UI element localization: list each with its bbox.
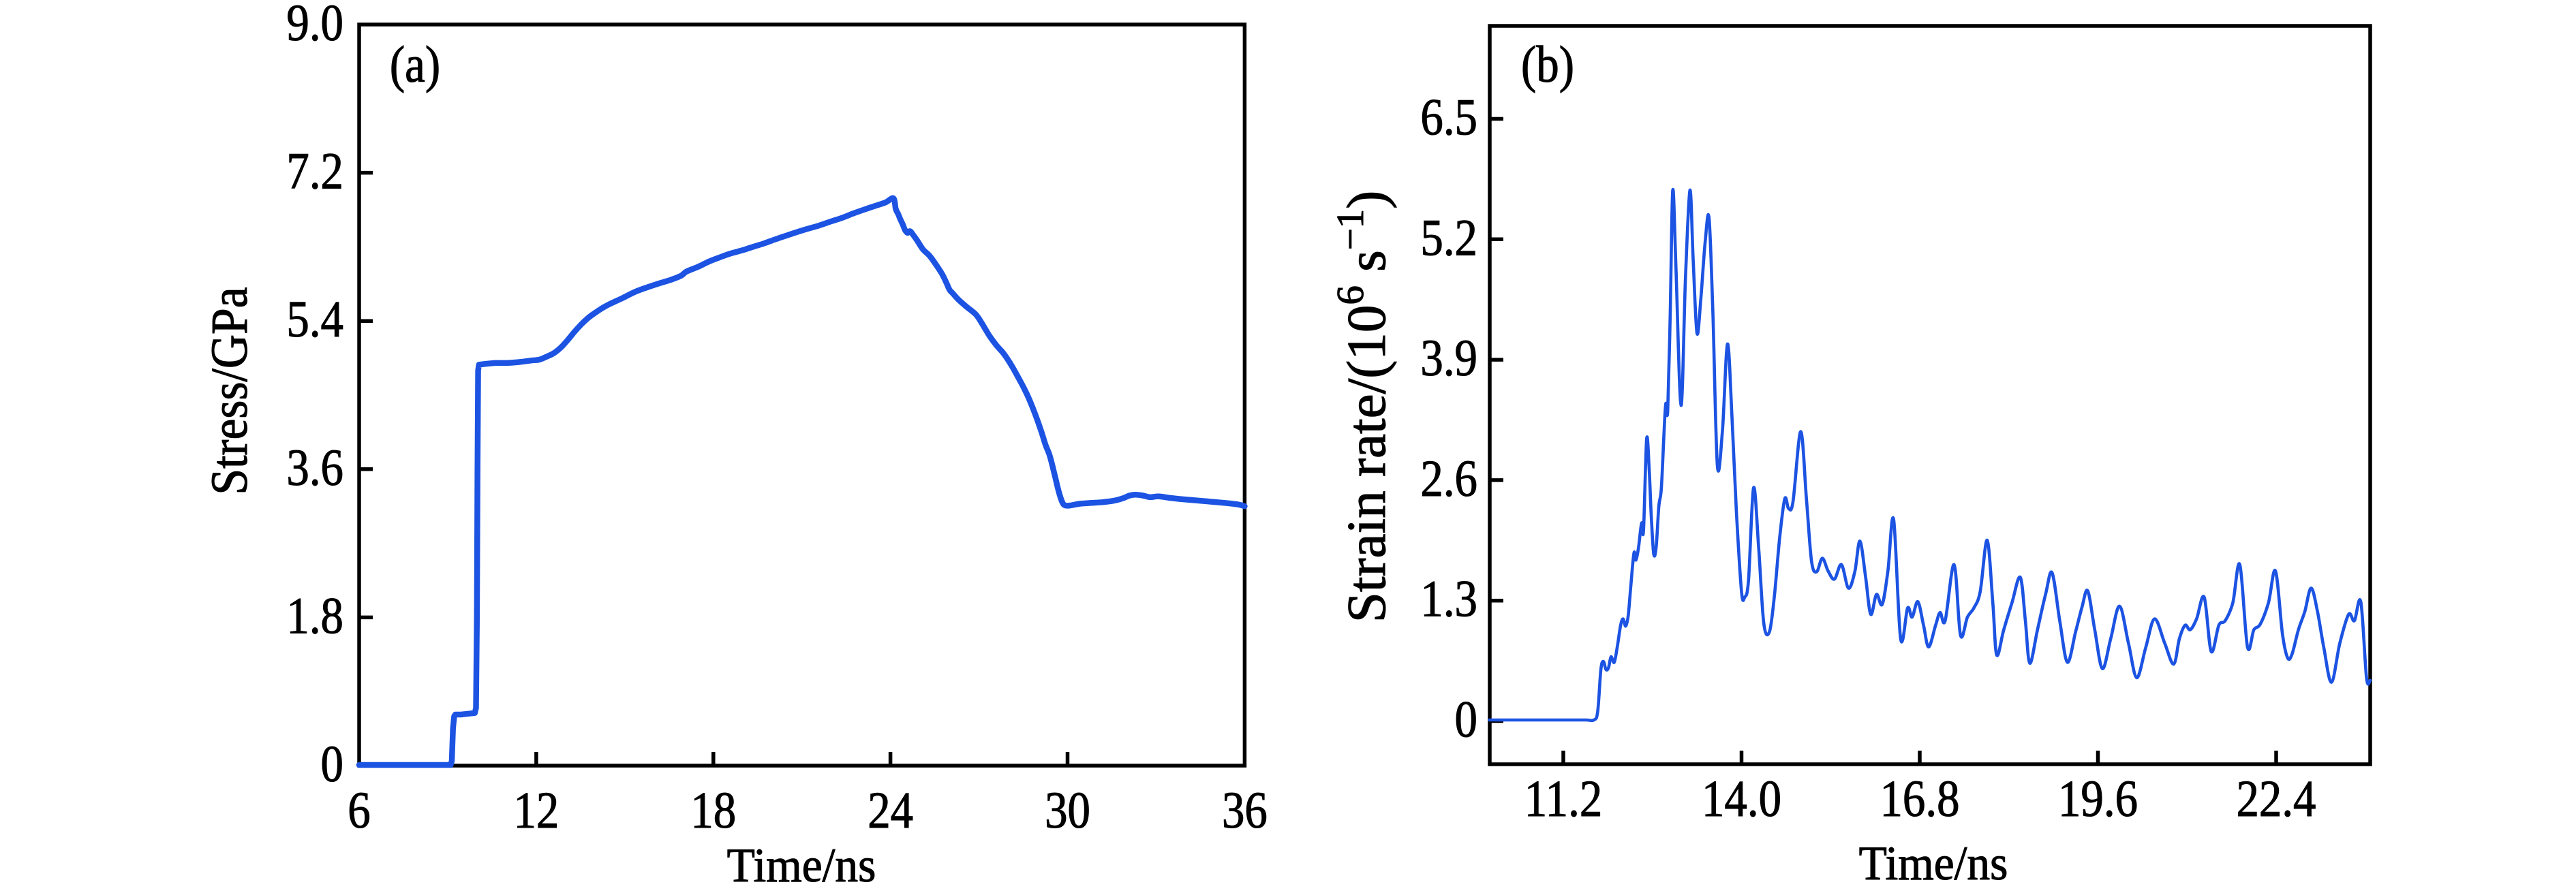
svg-text:18: 18 — [690, 782, 736, 839]
svg-text:6.5: 6.5 — [1420, 89, 1477, 146]
svg-text:7.2: 7.2 — [286, 143, 343, 200]
svg-text:11.2: 11.2 — [1524, 770, 1603, 828]
svg-text:14.0: 14.0 — [1702, 770, 1781, 828]
svg-text:5.4: 5.4 — [286, 291, 343, 348]
svg-text:2.6: 2.6 — [1420, 450, 1477, 507]
svg-text:9.0: 9.0 — [286, 0, 343, 52]
svg-text:16.8: 16.8 — [1880, 770, 1959, 828]
svg-text:0: 0 — [1455, 691, 1477, 749]
svg-text:(a): (a) — [390, 36, 440, 93]
svg-text:12: 12 — [513, 782, 559, 839]
svg-text:Strain rate/(106 s−1): Strain rate/(106 s−1) — [1330, 191, 1396, 623]
svg-text:Stress/GPa: Stress/GPa — [200, 287, 258, 495]
svg-text:30: 30 — [1045, 782, 1090, 839]
svg-text:22.4: 22.4 — [2236, 770, 2316, 828]
svg-text:Time/ns: Time/ns — [727, 838, 876, 892]
svg-text:3.9: 3.9 — [1420, 330, 1477, 387]
svg-text:Time/ns: Time/ns — [1859, 836, 2008, 890]
svg-text:3.6: 3.6 — [286, 439, 343, 497]
svg-text:0: 0 — [321, 736, 343, 793]
svg-text:(b): (b) — [1521, 36, 1574, 93]
svg-text:1.3: 1.3 — [1420, 571, 1477, 628]
svg-text:6: 6 — [348, 782, 370, 839]
svg-text:24: 24 — [868, 782, 913, 839]
svg-text:36: 36 — [1222, 782, 1268, 839]
svg-text:1.8: 1.8 — [286, 588, 343, 645]
svg-text:19.6: 19.6 — [2058, 770, 2138, 828]
svg-text:5.2: 5.2 — [1420, 209, 1477, 266]
